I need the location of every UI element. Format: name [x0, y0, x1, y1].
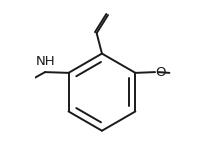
Text: O: O [155, 66, 165, 79]
Text: NH: NH [35, 55, 55, 68]
